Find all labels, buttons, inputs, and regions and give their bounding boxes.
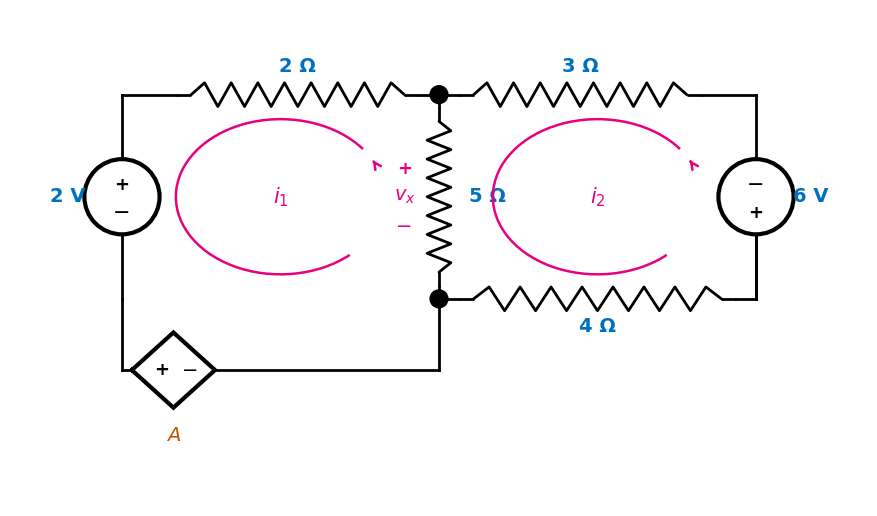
Text: $i_2$: $i_2$	[589, 185, 604, 208]
Text: $v_x$: $v_x$	[393, 187, 415, 206]
Text: +: +	[396, 160, 411, 178]
Text: +: +	[153, 361, 169, 379]
Text: −: −	[182, 361, 198, 380]
Text: −: −	[746, 175, 764, 195]
Text: 4 Ω: 4 Ω	[579, 317, 616, 336]
Text: 6 V: 6 V	[792, 187, 827, 206]
Text: $i_1$: $i_1$	[273, 185, 288, 208]
Text: 5 Ω: 5 Ω	[468, 187, 505, 206]
Text: −: −	[113, 203, 131, 222]
Text: +: +	[114, 176, 129, 194]
Text: A: A	[167, 426, 180, 445]
Text: +: +	[748, 204, 763, 221]
Text: 3 Ω: 3 Ω	[561, 57, 598, 76]
Text: 2 Ω: 2 Ω	[279, 57, 316, 76]
Circle shape	[430, 86, 447, 104]
Circle shape	[430, 290, 447, 308]
Text: 2 V: 2 V	[50, 187, 85, 206]
Text: −: −	[396, 217, 412, 236]
